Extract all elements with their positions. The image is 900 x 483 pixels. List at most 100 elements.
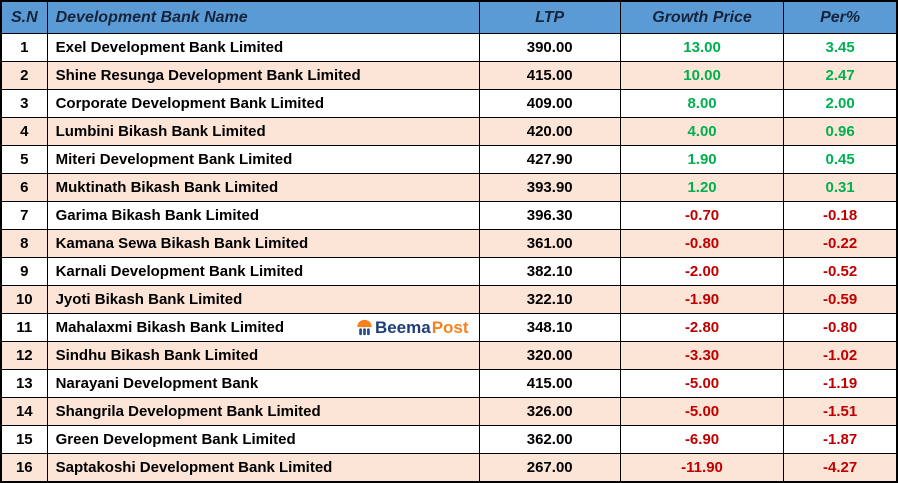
bank-name: Shangrila Development Bank Limited — [55, 403, 321, 420]
ltp-cell: 348.10 — [478, 313, 621, 342]
ltp-cell: 267.00 — [478, 453, 621, 482]
beemapost-logo: Beema Post — [356, 318, 469, 338]
ltp-cell: 427.90 — [478, 145, 621, 174]
sn-cell: 15 — [0, 425, 48, 454]
table-row: 11 Mahalaxmi Bikash Bank Limited Beema Po… — [0, 313, 898, 342]
table-row: 1 Exel Development Bank Limited 390.00 1… — [0, 33, 898, 62]
per-cell: -0.80 — [783, 313, 898, 342]
ltp-cell: 409.00 — [478, 89, 621, 118]
growth-cell: -5.00 — [619, 397, 785, 426]
name-cell: Lumbini Bikash Bank Limited — [46, 117, 480, 146]
umbrella-icon — [356, 319, 374, 336]
bank-name: Kamana Sewa Bikash Bank Limited — [55, 235, 309, 252]
per-cell: -1.51 — [783, 397, 898, 426]
per-cell: 3.45 — [783, 33, 898, 62]
bank-name: Narayani Development Bank — [55, 375, 259, 392]
growth-cell: -6.90 — [619, 425, 785, 454]
per-cell: 0.96 — [783, 117, 898, 146]
header-growth-price: Growth Price — [619, 0, 785, 34]
sn-cell: 11 — [0, 313, 48, 342]
table-row: 2 Shine Resunga Development Bank Limited… — [0, 61, 898, 90]
per-cell: -0.22 — [783, 229, 898, 258]
growth-cell: -5.00 — [619, 369, 785, 398]
logo-text-beema: Beema — [374, 317, 431, 337]
name-cell: Karnali Development Bank Limited — [46, 257, 480, 286]
ltp-cell: 320.00 — [478, 341, 621, 370]
name-cell: Garima Bikash Bank Limited — [46, 201, 480, 230]
growth-cell: -1.90 — [619, 285, 785, 314]
name-cell: Sindhu Bikash Bank Limited — [46, 341, 480, 370]
name-cell: Saptakoshi Development Bank Limited — [46, 453, 480, 482]
name-cell: Kamana Sewa Bikash Bank Limited — [46, 229, 480, 258]
growth-cell: -2.80 — [619, 313, 785, 342]
sn-cell: 7 — [0, 201, 48, 230]
header-row: S.N Development Bank Name LTP Growth Pri… — [0, 0, 898, 34]
growth-cell: -3.30 — [619, 341, 785, 370]
table-row: 13 Narayani Development Bank 415.00 -5.0… — [0, 369, 898, 398]
ltp-cell: 322.10 — [478, 285, 621, 314]
name-cell: Green Development Bank Limited — [46, 425, 480, 454]
bank-name: Sindhu Bikash Bank Limited — [55, 347, 259, 364]
ltp-cell: 362.00 — [478, 425, 621, 454]
growth-cell: 1.20 — [619, 173, 785, 202]
table-row: 7 Garima Bikash Bank Limited 396.30 -0.7… — [0, 201, 898, 230]
growth-cell: -0.80 — [619, 229, 785, 258]
name-cell: Narayani Development Bank — [46, 369, 480, 398]
table-row: 15 Green Development Bank Limited 362.00… — [0, 425, 898, 454]
growth-cell: -0.70 — [619, 201, 785, 230]
bank-name: Shine Resunga Development Bank Limited — [55, 67, 361, 84]
table-row: 6 Muktinath Bikash Bank Limited 393.90 1… — [0, 173, 898, 202]
bank-name: Exel Development Bank Limited — [55, 39, 284, 56]
sn-cell: 5 — [0, 145, 48, 174]
per-cell: -1.19 — [783, 369, 898, 398]
ltp-cell: 326.00 — [478, 397, 621, 426]
per-cell: -0.18 — [783, 201, 898, 230]
per-cell: -0.59 — [783, 285, 898, 314]
header-per-percent: Per% — [783, 0, 898, 34]
per-cell: 2.00 — [783, 89, 898, 118]
bank-name: Green Development Bank Limited — [55, 431, 296, 448]
table-row: 16 Saptakoshi Development Bank Limited 2… — [0, 453, 898, 482]
bank-name: Muktinath Bikash Bank Limited — [55, 179, 279, 196]
ltp-cell: 390.00 — [478, 33, 621, 62]
bank-name: Karnali Development Bank Limited — [55, 263, 304, 280]
ltp-cell: 396.30 — [478, 201, 621, 230]
table-row: 4 Lumbini Bikash Bank Limited 420.00 4.0… — [0, 117, 898, 146]
sn-cell: 16 — [0, 453, 48, 482]
table-row: 8 Kamana Sewa Bikash Bank Limited 361.00… — [0, 229, 898, 258]
bank-name: Saptakoshi Development Bank Limited — [55, 458, 333, 476]
growth-cell: -11.90 — [619, 453, 785, 482]
header-bank-name: Development Bank Name — [46, 0, 480, 34]
name-cell: Shangrila Development Bank Limited — [46, 397, 480, 426]
name-cell: Corporate Development Bank Limited — [46, 89, 480, 118]
ltp-cell: 420.00 — [478, 117, 621, 146]
growth-cell: 1.90 — [619, 145, 785, 174]
logo-text-post: Post — [431, 317, 469, 337]
sn-cell: 8 — [0, 229, 48, 258]
growth-cell: 4.00 — [619, 117, 785, 146]
sn-cell: 14 — [0, 397, 48, 426]
bank-name: Corporate Development Bank Limited — [55, 95, 324, 112]
table-row: 5 Miteri Development Bank Limited 427.90… — [0, 145, 898, 174]
sn-cell: 6 — [0, 173, 48, 202]
sn-cell: 12 — [0, 341, 48, 370]
growth-cell: 10.00 — [619, 61, 785, 90]
table-row: 14 Shangrila Development Bank Limited 32… — [0, 397, 898, 426]
growth-cell: 13.00 — [619, 33, 785, 62]
table-row: 10 Jyoti Bikash Bank Limited 322.10 -1.9… — [0, 285, 898, 314]
growth-cell: -2.00 — [619, 257, 785, 286]
sn-cell: 3 — [0, 89, 48, 118]
table-row: 9 Karnali Development Bank Limited 382.1… — [0, 257, 898, 286]
ltp-cell: 382.10 — [478, 257, 621, 286]
per-cell: -1.87 — [783, 425, 898, 454]
bank-name: Mahalaxmi Bikash Bank Limited — [55, 319, 284, 336]
name-cell: Miteri Development Bank Limited — [46, 145, 480, 174]
name-cell: Shine Resunga Development Bank Limited — [46, 61, 480, 90]
name-cell: Muktinath Bikash Bank Limited — [46, 173, 480, 202]
header-ltp: LTP — [478, 0, 621, 34]
name-cell: Mahalaxmi Bikash Bank Limited Beema Post — [46, 313, 480, 342]
ltp-cell: 393.90 — [478, 173, 621, 202]
sn-cell: 2 — [0, 61, 48, 90]
